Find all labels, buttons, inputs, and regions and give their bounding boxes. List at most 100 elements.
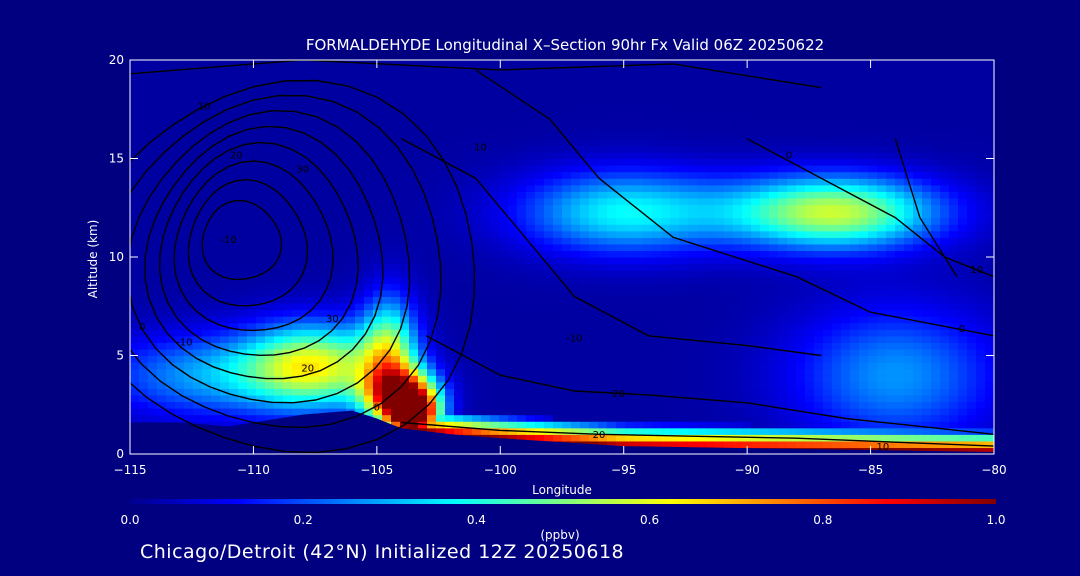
field-cell xyxy=(193,99,203,107)
field-cell xyxy=(508,375,518,383)
field-cell xyxy=(418,60,428,68)
field-cell xyxy=(454,375,464,383)
field-cell xyxy=(301,283,311,291)
field-cell xyxy=(733,125,743,133)
field-cell xyxy=(337,151,347,160)
field-cell xyxy=(400,388,410,396)
field-cell xyxy=(553,224,563,232)
field-cell xyxy=(697,283,707,291)
field-cell xyxy=(832,151,842,160)
field-cell xyxy=(805,408,815,416)
field-cell xyxy=(724,151,734,160)
field-cell xyxy=(328,408,338,416)
field-cell xyxy=(229,408,239,416)
field-cell xyxy=(328,125,338,133)
field-cell xyxy=(769,125,779,133)
field-cell xyxy=(463,375,473,383)
field-cell xyxy=(778,401,788,409)
field-cell xyxy=(292,394,302,403)
field-cell xyxy=(490,224,500,232)
field-cell xyxy=(769,224,779,232)
field-cell xyxy=(598,217,608,225)
field-cell xyxy=(877,394,887,403)
field-cell xyxy=(166,151,176,160)
field-cell xyxy=(562,132,572,140)
field-cell xyxy=(382,296,392,304)
field-cell xyxy=(733,204,743,212)
field-cell xyxy=(517,112,527,120)
field-cell xyxy=(787,296,797,304)
field-cell xyxy=(850,92,860,100)
field-cell xyxy=(832,342,842,350)
field-cell xyxy=(571,132,581,140)
field-cell xyxy=(283,322,293,330)
field-cell xyxy=(454,125,464,133)
field-cell xyxy=(445,322,455,330)
field-cell xyxy=(814,86,824,94)
field-cell xyxy=(373,125,383,133)
field-cell xyxy=(769,230,779,238)
field-cell xyxy=(733,434,743,442)
field-cell xyxy=(688,355,698,363)
field-cell xyxy=(697,302,707,311)
field-cell xyxy=(823,342,833,350)
field-cell xyxy=(265,151,275,160)
field-cell xyxy=(742,243,752,252)
field-cell xyxy=(823,191,833,199)
field-cell xyxy=(202,257,212,265)
field-cell xyxy=(382,355,392,363)
field-cell xyxy=(283,283,293,291)
field-cell xyxy=(859,368,869,376)
field-cell xyxy=(319,191,329,199)
field-cell xyxy=(562,316,572,324)
field-cell xyxy=(760,86,770,94)
field-cell xyxy=(688,342,698,350)
field-cell xyxy=(445,355,455,363)
field-cell xyxy=(337,375,347,383)
field-cell xyxy=(832,66,842,74)
field-cell xyxy=(274,184,284,192)
field-cell xyxy=(553,421,563,429)
field-cell xyxy=(130,138,140,146)
field-cell xyxy=(508,335,518,343)
field-cell xyxy=(238,217,248,225)
field-cell xyxy=(832,224,842,232)
field-cell xyxy=(742,86,752,94)
field-cell xyxy=(310,342,320,350)
field-cell xyxy=(679,60,689,68)
field-cell xyxy=(697,217,707,225)
field-cell xyxy=(310,178,320,186)
field-cell xyxy=(175,125,185,133)
field-cell xyxy=(823,138,833,146)
field-cell xyxy=(805,362,815,370)
field-cell xyxy=(769,145,779,153)
field-cell xyxy=(796,66,806,74)
field-cell xyxy=(139,151,149,160)
field-cell xyxy=(553,197,563,206)
field-cell xyxy=(580,171,590,179)
field-cell xyxy=(301,335,311,343)
field-cell xyxy=(724,414,734,422)
field-cell xyxy=(607,158,617,166)
field-cell xyxy=(868,394,878,403)
field-cell xyxy=(292,132,302,140)
field-cell xyxy=(823,250,833,258)
field-cell xyxy=(742,151,752,160)
field-cell xyxy=(247,145,257,153)
field-cell xyxy=(184,217,194,225)
field-cell xyxy=(454,329,464,337)
field-cell xyxy=(796,414,806,422)
field-cell xyxy=(139,211,149,219)
field-cell xyxy=(832,60,842,68)
field-cell xyxy=(679,421,689,429)
field-cell xyxy=(400,178,410,186)
field-cell xyxy=(319,165,329,173)
field-cell xyxy=(373,368,383,376)
field-cell xyxy=(769,375,779,383)
field-cell xyxy=(355,388,365,396)
field-cell xyxy=(661,381,671,389)
field-cell xyxy=(157,60,167,68)
field-cell xyxy=(463,191,473,199)
field-cell xyxy=(652,427,662,435)
field-cell xyxy=(319,204,329,212)
